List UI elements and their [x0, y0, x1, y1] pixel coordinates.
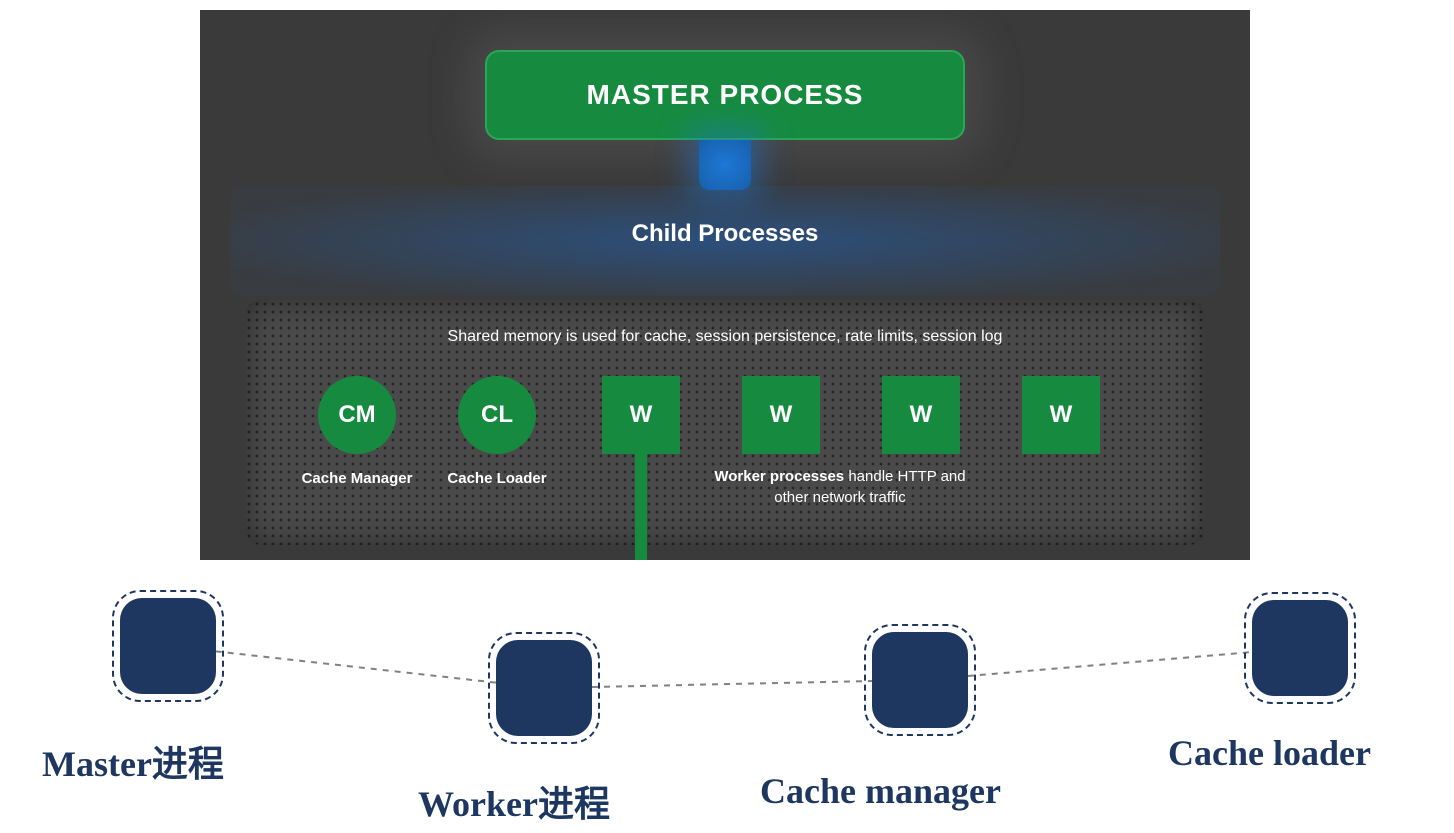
- shared-memory-caption: Shared memory is used for cache, session…: [200, 328, 1250, 346]
- worker-processes-description: Worker processes handle HTTP and other n…: [700, 466, 980, 508]
- master-process-label: MASTER PROCESS: [587, 79, 864, 111]
- flow-node-label: Worker进程: [418, 775, 610, 827]
- cache-loader-node: CL: [458, 376, 536, 454]
- master-process-box: MASTER PROCESS: [485, 50, 965, 140]
- worker-node: W: [742, 376, 820, 454]
- cache-manager-label: Cache Manager: [287, 470, 427, 487]
- flow-node-label: Cache manager: [760, 770, 1001, 812]
- worker-tail-connector: [635, 454, 647, 560]
- master-to-child-connector: [699, 140, 751, 190]
- cache-manager-node: CM: [318, 376, 396, 454]
- cache-loader-label: Cache Loader: [427, 470, 567, 487]
- flow-node-fill: [120, 598, 216, 694]
- flow-node: [872, 632, 968, 728]
- flow-node-label: Master进程: [42, 735, 224, 787]
- flow-node: [496, 640, 592, 736]
- flow-node-label: Cache loader: [1168, 732, 1371, 774]
- flow-node: [1252, 600, 1348, 696]
- flow-node-fill: [872, 632, 968, 728]
- flow-node-fill: [1252, 600, 1348, 696]
- process-diagram-panel: MASTER PROCESS Child Processes Shared me…: [200, 10, 1250, 560]
- flow-connector-line: [920, 648, 1300, 680]
- flow-node: [120, 598, 216, 694]
- worker-node: W: [1022, 376, 1100, 454]
- worker-node: W: [882, 376, 960, 454]
- worker-node: W: [602, 376, 680, 454]
- flow-node-fill: [496, 640, 592, 736]
- child-processes-title: Child Processes: [632, 220, 819, 248]
